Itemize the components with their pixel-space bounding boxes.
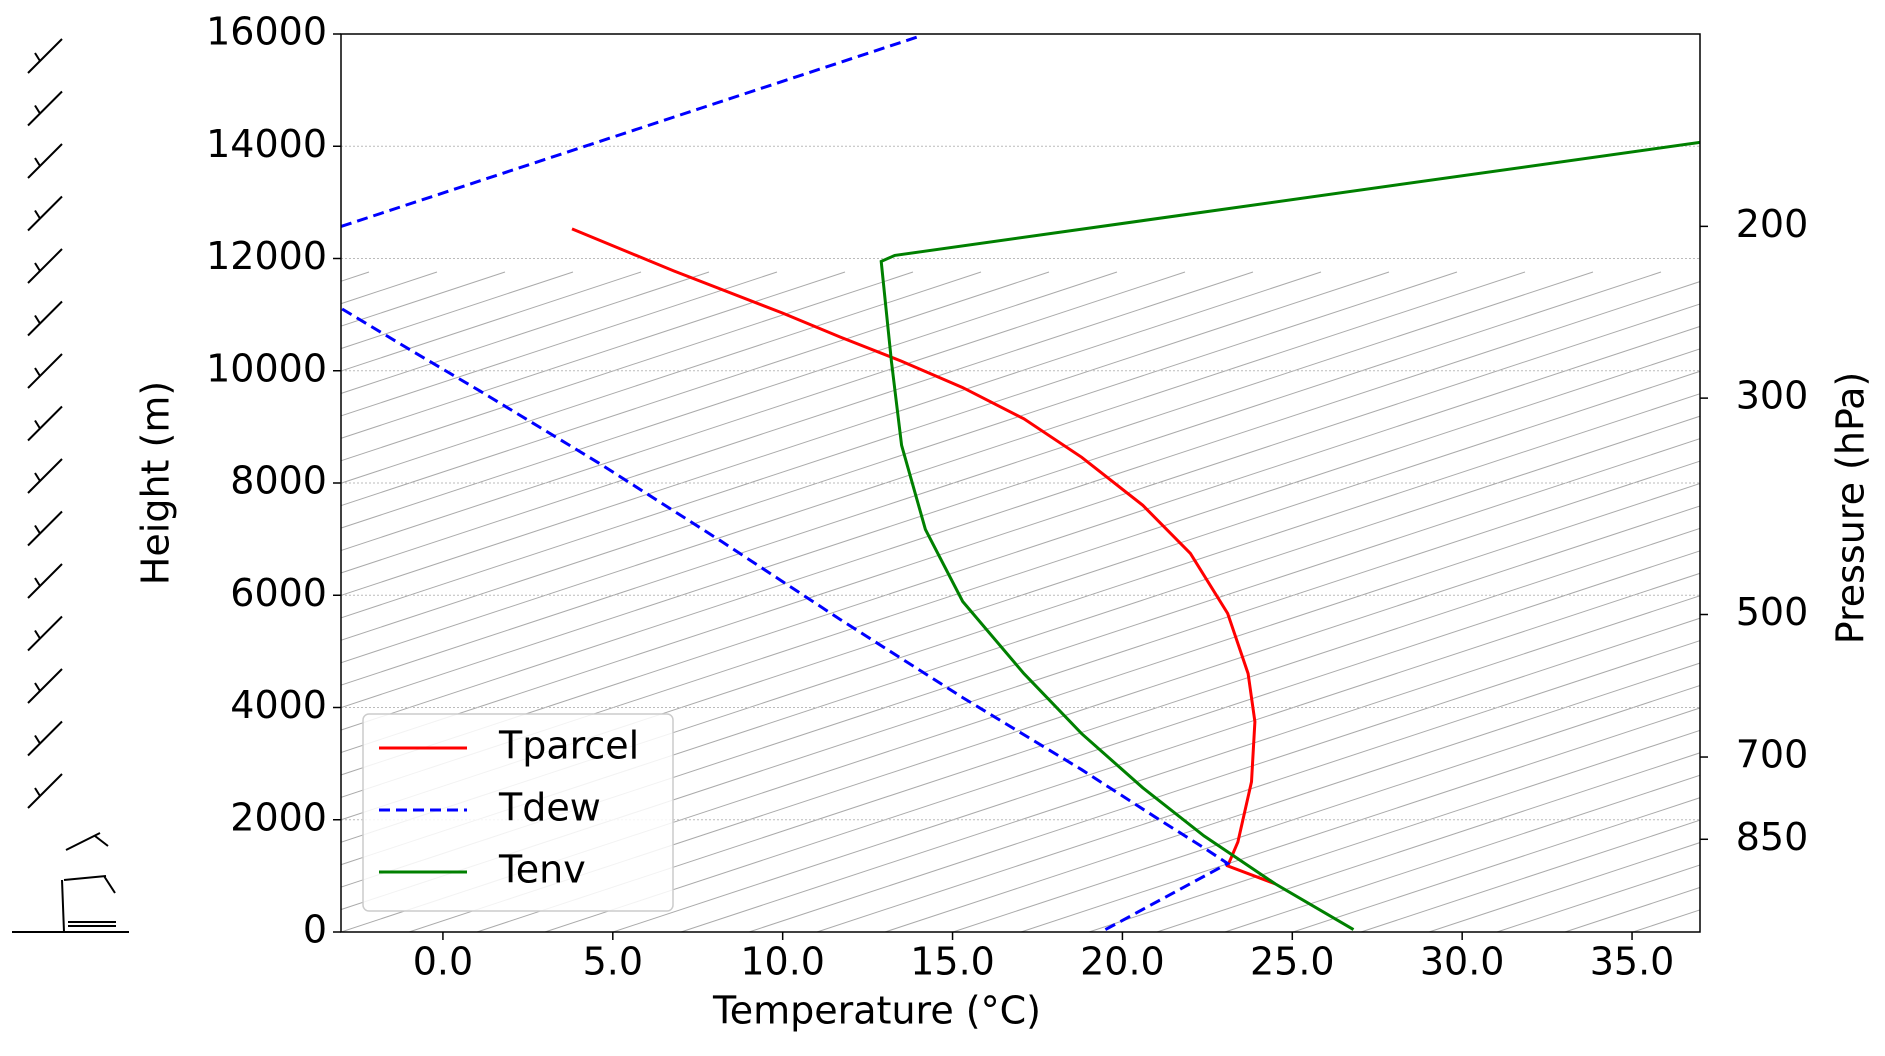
x-tick-label: 30.0 bbox=[1420, 940, 1505, 984]
legend-label: Tenv bbox=[498, 848, 586, 892]
skew-line bbox=[341, 271, 778, 417]
y-tick-label: 10000 bbox=[206, 346, 327, 390]
wind-barb bbox=[27, 300, 63, 337]
skew-line bbox=[816, 640, 1700, 932]
series-line bbox=[571, 227, 1276, 886]
skew-line bbox=[341, 271, 710, 394]
series-line bbox=[341, 35, 1231, 931]
skew-line bbox=[1020, 707, 1700, 932]
wind-barb bbox=[27, 668, 63, 704]
skew-line bbox=[341, 271, 1186, 552]
x-axis-label: Temperature (°C) bbox=[712, 989, 1041, 1033]
wind-barb bbox=[27, 248, 63, 284]
x-tick-label: 0.0 bbox=[413, 940, 473, 984]
skew-line bbox=[341, 271, 1118, 529]
y-tick-label: 0 bbox=[303, 908, 327, 952]
skew-line bbox=[1156, 752, 1700, 932]
wind-barb bbox=[27, 353, 63, 389]
skew-line bbox=[408, 505, 1700, 932]
y-tick-label: 12000 bbox=[206, 234, 327, 278]
wind-barb bbox=[27, 143, 63, 179]
skew-line bbox=[1088, 729, 1700, 932]
skew-line bbox=[748, 617, 1700, 932]
skew-line bbox=[680, 595, 1700, 932]
skew-line bbox=[341, 271, 846, 439]
skew-line bbox=[341, 271, 914, 462]
x-tick-label: 15.0 bbox=[910, 940, 995, 984]
skew-line bbox=[476, 527, 1700, 932]
skew-line bbox=[341, 483, 1700, 932]
y-tick-label: 4000 bbox=[230, 683, 327, 727]
y2-axis-label: Pressure (hPa) bbox=[1829, 372, 1873, 645]
wind-barb bbox=[27, 563, 63, 599]
x-tick-label: 5.0 bbox=[583, 940, 643, 984]
x-tick-label: 20.0 bbox=[1080, 940, 1165, 984]
skew-line bbox=[884, 662, 1700, 932]
skew-line bbox=[341, 325, 1700, 776]
x-tick-label: 10.0 bbox=[740, 940, 825, 984]
y2-tick-label: 850 bbox=[1736, 815, 1809, 859]
skew-line bbox=[341, 271, 1526, 664]
skew-line bbox=[1360, 819, 1700, 932]
wind-barb bbox=[27, 405, 63, 442]
skew-line bbox=[341, 271, 1050, 507]
skew-line bbox=[952, 684, 1700, 932]
skew-line bbox=[1224, 774, 1700, 932]
y-tick-label: 14000 bbox=[206, 122, 327, 166]
skew-line bbox=[341, 303, 1700, 754]
skew-line bbox=[612, 572, 1700, 932]
wind-barb bbox=[61, 832, 116, 933]
skew-line bbox=[341, 271, 1254, 574]
wind-barb bbox=[27, 195, 63, 232]
wind-barb bbox=[27, 720, 63, 757]
series-line bbox=[879, 140, 1700, 931]
skew-line bbox=[1292, 797, 1700, 932]
y-tick-label: 6000 bbox=[230, 571, 327, 615]
lines-layer bbox=[341, 35, 1700, 931]
legend-box bbox=[362, 713, 674, 912]
skew-line bbox=[341, 271, 982, 484]
skew-line bbox=[341, 348, 1700, 798]
legend-label: Tdew bbox=[498, 786, 601, 830]
y-tick-label: 8000 bbox=[230, 459, 327, 503]
skew-line bbox=[341, 281, 1700, 731]
y2-tick-label: 300 bbox=[1736, 374, 1809, 418]
legend-label: Tparcel bbox=[498, 724, 639, 768]
wind-barb bbox=[27, 510, 63, 547]
y-tick-label: 16000 bbox=[206, 10, 327, 54]
skew-line bbox=[341, 271, 1662, 709]
skew-line bbox=[341, 271, 1458, 641]
wind-barb bbox=[27, 773, 63, 809]
wind-barb bbox=[27, 38, 63, 74]
y2-tick-label: 200 bbox=[1736, 202, 1809, 246]
y-axis-label: Height (m) bbox=[134, 381, 178, 585]
wind-barb bbox=[27, 615, 63, 652]
y2-tick-label: 500 bbox=[1736, 590, 1809, 634]
skew-line bbox=[341, 271, 1594, 686]
skew-line bbox=[544, 550, 1700, 932]
x-tick-label: 35.0 bbox=[1590, 940, 1675, 984]
skew-line bbox=[341, 370, 1700, 821]
wind-barb bbox=[27, 90, 63, 127]
skew-line bbox=[341, 271, 1390, 619]
y2-tick-label: 700 bbox=[1736, 733, 1809, 777]
skew-line bbox=[341, 271, 1322, 596]
wind-barb bbox=[27, 458, 63, 494]
x-tick-label: 25.0 bbox=[1250, 940, 1335, 984]
wind-barbs bbox=[12, 38, 129, 933]
y-tick-label: 2000 bbox=[230, 795, 327, 839]
